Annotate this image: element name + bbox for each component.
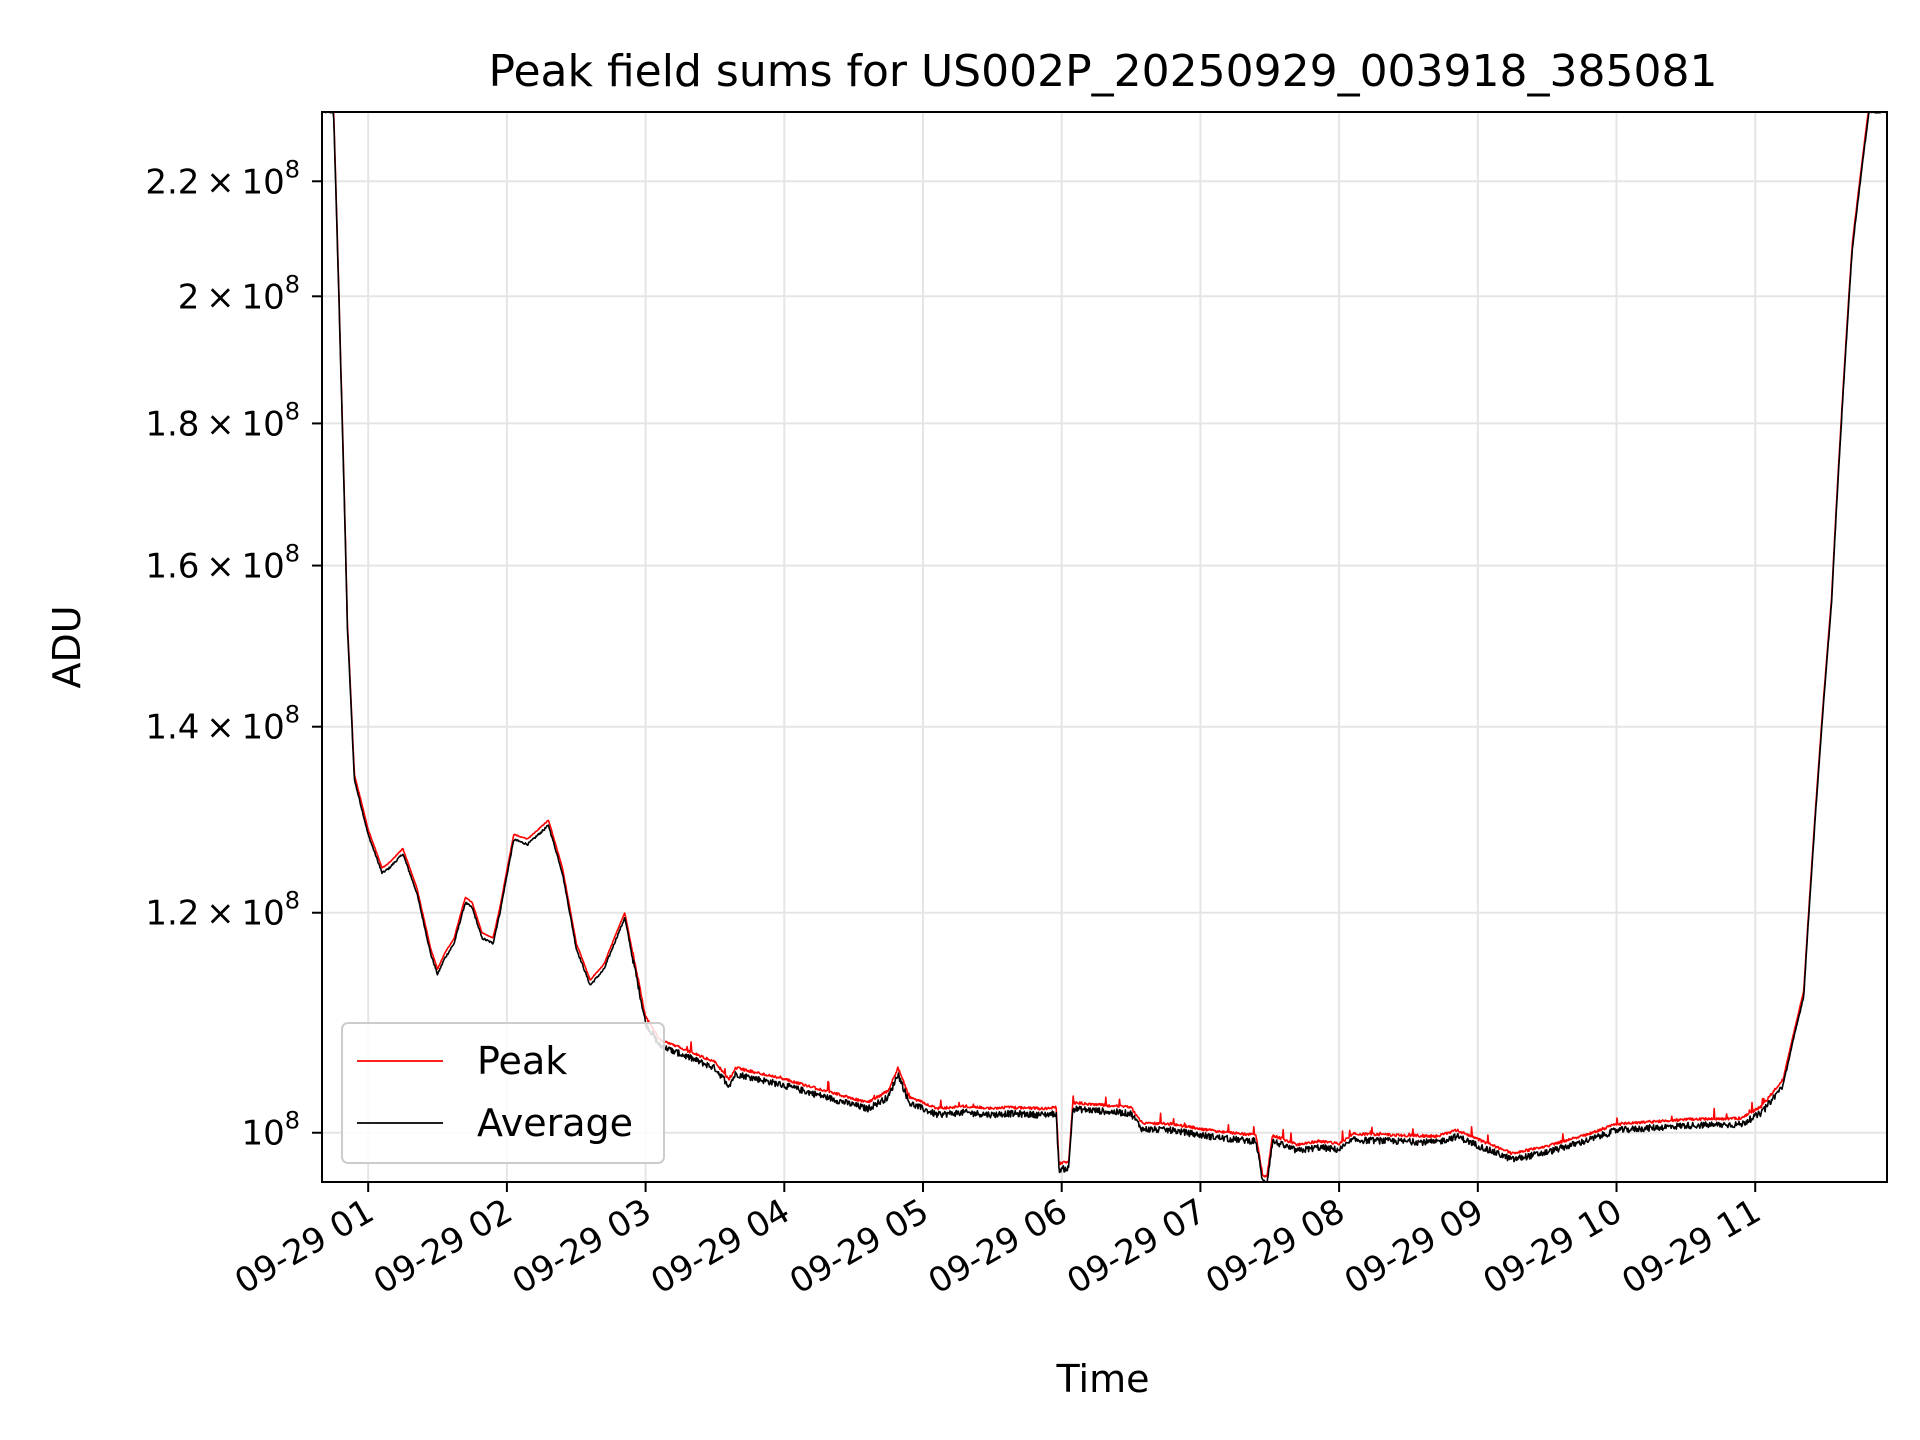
y-tick-label: 1.6 × 108 — [145, 540, 300, 587]
legend[interactable]: Peak Average — [341, 1022, 665, 1164]
y-tick-label: 1.2 × 108 — [145, 887, 300, 934]
y-tick-label: 108 — [241, 1107, 300, 1154]
y-axis-label: ADU — [45, 605, 89, 688]
plot-frame — [321, 111, 1888, 1183]
plot-area — [322, 112, 1887, 1182]
series-layer — [322, 112, 1887, 1182]
legend-box — [341, 1022, 665, 1164]
x-axis-label: Time — [1056, 1357, 1150, 1401]
legend-label-peak: Peak — [477, 1039, 567, 1083]
series-line-peak — [322, 112, 1887, 1178]
legend-label-average: Average — [477, 1101, 633, 1145]
y-axis-ticks: 108 1.2 × 108 1.4 × 108 1.6 × 108 1.8 × 108 2… — [145, 155, 322, 1154]
chart-title: Peak field sums for US002P_20250929_0039… — [489, 46, 1718, 97]
y-tick-label: 2 × 108 — [178, 270, 300, 317]
grid-lines — [322, 112, 1887, 1182]
y-tick-label: 1.8 × 108 — [145, 397, 300, 444]
y-tick-label: 1.4 × 108 — [145, 701, 300, 748]
y-tick-label: 2.2 × 108 — [145, 155, 300, 202]
series-line-average — [322, 112, 1887, 1182]
